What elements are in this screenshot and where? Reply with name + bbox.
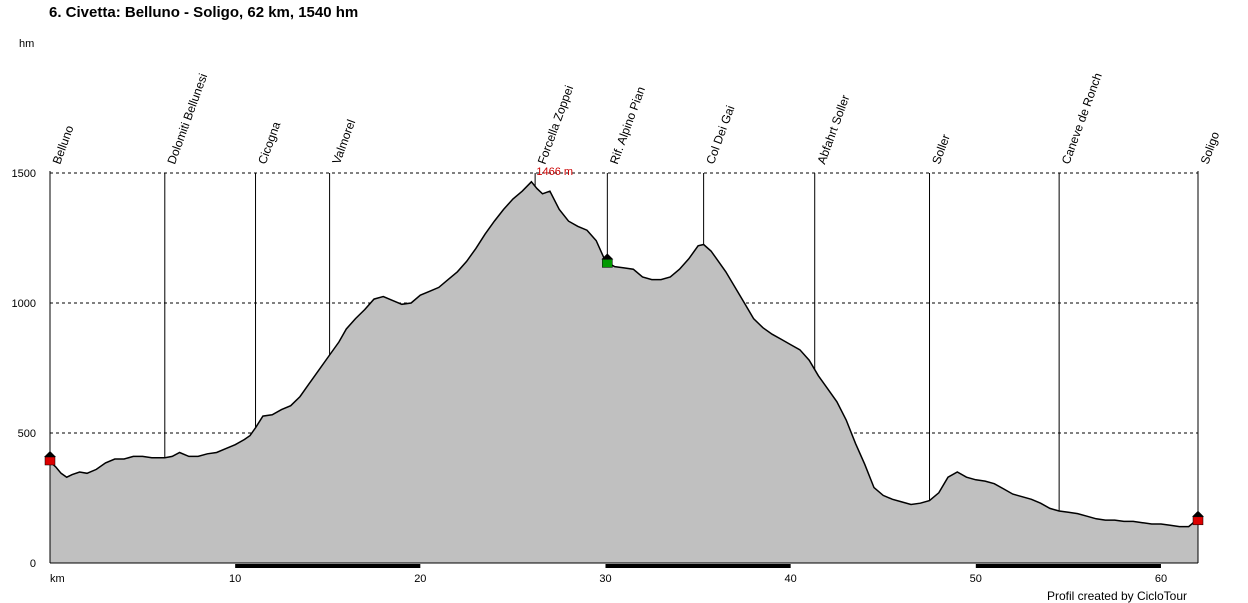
km-scale-bar: [235, 564, 421, 568]
marker-roof: [601, 253, 614, 260]
marker-box: [44, 456, 56, 466]
y-tick-label: 1000: [12, 298, 36, 310]
waypoint-label: Rif. Alpino Pian: [607, 85, 648, 166]
elevation-area: 1466 m: [49, 166, 1199, 564]
start-marker: [44, 451, 56, 466]
gridlines: 0 500 1000 1500: [12, 168, 1198, 570]
chart-title: 6. Civetta: Belluno - Soligo, 62 km, 154…: [49, 4, 359, 21]
waypoint-label: Abfahrt Soller: [814, 93, 852, 166]
y-tick-label: 0: [30, 558, 36, 570]
waypoint-label: Col Dei Gai: [703, 104, 737, 166]
peak-label: 1466 m: [536, 166, 573, 178]
x-tick-label: 50: [970, 573, 982, 585]
waypoint-label: Valmorel: [329, 118, 358, 166]
waypoint-label: Cicogna: [255, 120, 283, 166]
x-tick-label: 60: [1155, 573, 1167, 585]
x-tick-label: 40: [785, 573, 797, 585]
marker-roof: [1192, 510, 1204, 517]
km-scale-bar: [975, 564, 1161, 568]
credit-text: Profil created by CicloTour: [1046, 589, 1187, 603]
route-markers: [44, 253, 1204, 526]
marker-box: [1192, 516, 1204, 526]
x-axis-unit: km: [50, 573, 65, 585]
waypoint-label: Soligo: [1198, 130, 1223, 166]
axes: 10 20 30 40 50 60: [49, 171, 1199, 585]
end-marker: [1192, 510, 1204, 526]
waypoint-label: Soller: [929, 132, 953, 166]
waypoint-label: Caneve de Ronch: [1059, 71, 1105, 166]
x-tick-label: 20: [414, 573, 426, 585]
x-tick-label: 10: [229, 573, 241, 585]
waypoint-label: Dolomiti Bellunesi: [164, 72, 210, 166]
marker-roof: [44, 451, 56, 457]
summit-marker: [601, 253, 614, 268]
y-tick-label: 500: [18, 428, 36, 440]
elevation-fill: [50, 181, 1198, 564]
y-axis-unit: hm: [19, 38, 34, 50]
km-scale-bar: [605, 564, 791, 568]
marker-box: [602, 259, 613, 268]
waypoint-label: Forcella Zoppei: [535, 84, 576, 167]
x-tick-label: 30: [599, 573, 611, 585]
waypoint-label: Belluno: [50, 123, 77, 166]
y-tick-label: 1500: [12, 168, 36, 180]
